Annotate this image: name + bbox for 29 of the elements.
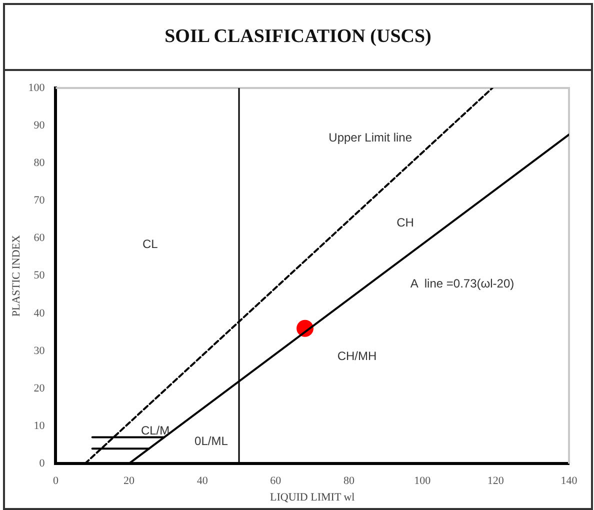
- y-tick-label: 50: [34, 270, 46, 282]
- x-axis-title: LIQUID LIMIT wl: [270, 491, 355, 504]
- x-tick-label: 140: [560, 475, 578, 488]
- x-tick-label: 80: [344, 475, 356, 488]
- x-tick-label: 120: [487, 475, 504, 488]
- annotation: CL/M: [140, 424, 170, 438]
- y-tick-label: 0: [39, 457, 46, 470]
- annotation: Upper Limit line: [328, 130, 412, 145]
- annotation: CH: [396, 216, 414, 230]
- annotation: 0L/ML: [194, 434, 228, 448]
- x-tick-label: 0: [52, 475, 59, 488]
- annotation: CL: [142, 236, 158, 251]
- y-tick-label: 70: [34, 194, 46, 207]
- y-tick-label: 90: [34, 119, 46, 132]
- y-tick-label: 60: [34, 232, 46, 244]
- y-tick-label: 20: [34, 382, 46, 394]
- x-tick-label: 60: [270, 475, 282, 488]
- chart-title: SOIL CLASIFICATION (USCS): [5, 5, 591, 71]
- y-tick-label: 40: [34, 307, 46, 320]
- x-tick-label: 100: [414, 475, 432, 488]
- y-tick-label: 80: [34, 157, 46, 170]
- y-tick-label: 10: [34, 420, 46, 432]
- y-axis-title: PLASTIC INDEX: [10, 234, 22, 317]
- annotation: CH/MH: [337, 348, 377, 363]
- x-tick-label: 20: [124, 475, 136, 488]
- y-tick-label: 30: [34, 344, 46, 357]
- x-tick-label: 40: [196, 475, 208, 488]
- annotation: A line =0.73(ωl-20): [410, 276, 514, 290]
- y-tick-label: 100: [28, 82, 46, 94]
